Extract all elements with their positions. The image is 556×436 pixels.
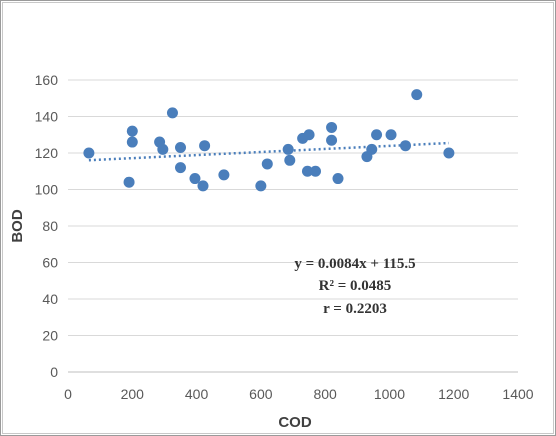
y-tick-label: 20 bbox=[42, 328, 58, 344]
trendline bbox=[88, 141, 449, 162]
x-tick-label: 600 bbox=[249, 386, 273, 402]
y-tick-label: 60 bbox=[42, 255, 58, 271]
data-point bbox=[175, 162, 186, 174]
data-point bbox=[199, 140, 211, 152]
data-point bbox=[303, 129, 315, 141]
trendline-equation: y = 0.0084x + 115.5 bbox=[294, 256, 415, 272]
data-point bbox=[123, 176, 135, 188]
data-point bbox=[385, 129, 397, 141]
r-squared-label: R² = 0.0485 bbox=[319, 278, 392, 294]
y-tick-label: 80 bbox=[42, 218, 58, 234]
data-point bbox=[218, 169, 230, 181]
data-point bbox=[310, 165, 321, 177]
data-point bbox=[255, 180, 267, 192]
x-tick-label: 800 bbox=[313, 386, 337, 402]
y-tick-label: 140 bbox=[35, 109, 59, 125]
data-point bbox=[166, 107, 178, 119]
data-point bbox=[197, 180, 209, 192]
data-point bbox=[326, 121, 338, 133]
data-point bbox=[126, 125, 138, 137]
data-point bbox=[411, 89, 423, 101]
y-tick-label: 160 bbox=[35, 72, 59, 88]
data-points bbox=[83, 89, 455, 192]
y-axis-title: BOD bbox=[9, 209, 26, 243]
x-tick-label: 1400 bbox=[502, 386, 533, 402]
data-point bbox=[443, 147, 455, 159]
data-point bbox=[282, 143, 294, 155]
y-tick-label: 120 bbox=[35, 145, 59, 161]
data-point bbox=[366, 143, 378, 155]
data-point bbox=[301, 165, 313, 177]
y-tick-label: 0 bbox=[50, 364, 58, 380]
x-tick-label: 1000 bbox=[374, 386, 405, 402]
y-tick-labels: 0 20 40 60 80 100 120 140 160 bbox=[35, 72, 59, 380]
data-point bbox=[126, 136, 138, 148]
data-point bbox=[400, 140, 411, 152]
x-tick-label: 200 bbox=[121, 386, 145, 402]
x-axis-title: COD bbox=[278, 414, 312, 431]
x-tick-label: 400 bbox=[185, 386, 209, 402]
x-tick-label: 1200 bbox=[438, 386, 469, 402]
data-point bbox=[332, 173, 344, 185]
data-point bbox=[371, 129, 383, 141]
data-point bbox=[189, 173, 201, 185]
y-tick-label: 40 bbox=[42, 291, 58, 307]
data-point bbox=[175, 142, 186, 154]
grid-lines bbox=[68, 79, 518, 373]
x-tick-labels: 0 200 400 600 800 1000 1200 1400 bbox=[64, 386, 534, 402]
data-point bbox=[157, 143, 169, 155]
y-tick-label: 100 bbox=[35, 182, 59, 198]
data-point bbox=[83, 147, 95, 159]
data-point bbox=[261, 158, 273, 170]
data-point bbox=[326, 134, 338, 146]
x-tick-label: 0 bbox=[64, 386, 72, 402]
r-value-label: r = 0.2203 bbox=[323, 301, 387, 317]
data-point bbox=[284, 154, 296, 166]
